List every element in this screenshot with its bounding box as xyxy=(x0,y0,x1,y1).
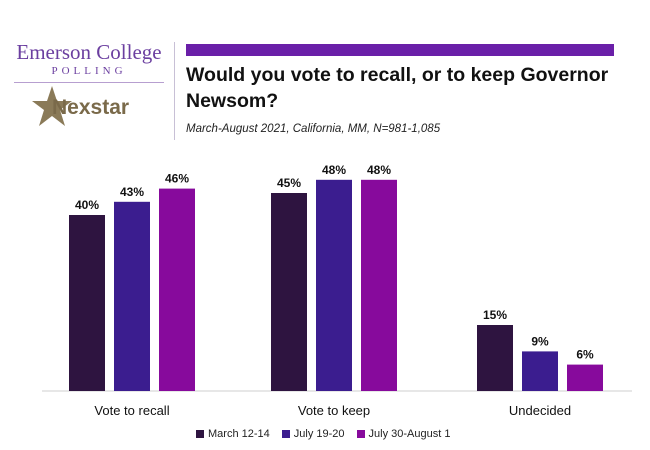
bar-0-2 xyxy=(159,188,195,391)
data-label-1-2: 48% xyxy=(367,163,391,177)
bar-2-0 xyxy=(477,325,513,391)
header-divider xyxy=(174,42,175,140)
legend-label-0: March 12-14 xyxy=(208,428,270,440)
data-label-0-2: 46% xyxy=(165,172,189,186)
chart-subtitle: March-August 2021, California, MM, N=981… xyxy=(186,123,441,135)
logo-divider xyxy=(14,82,164,83)
polling-wordmark: POLLING xyxy=(51,65,127,77)
category-label-1: Vote to keep xyxy=(298,403,370,418)
nexstar-wordmark: Nexstar xyxy=(52,96,130,119)
header-accent-bar xyxy=(186,44,614,56)
data-label-0-1: 43% xyxy=(120,185,144,199)
legend-item-1: July 19-20 xyxy=(281,428,345,440)
bar-1-1 xyxy=(316,179,352,391)
bar-1-2 xyxy=(361,179,397,391)
bar-0-0 xyxy=(69,215,105,391)
legend-label-1: July 19-20 xyxy=(293,428,345,440)
category-label-2: Undecided xyxy=(509,403,571,418)
bar-2-2 xyxy=(567,364,603,391)
emerson-college-wordmark: Emerson College xyxy=(16,40,162,64)
category-label-0: Vote to recall xyxy=(94,403,169,418)
legend-swatch-2 xyxy=(356,430,365,438)
nexstar-star-icon xyxy=(32,86,72,126)
bar-2-1 xyxy=(522,351,558,391)
data-label-2-2: 6% xyxy=(576,348,594,362)
chart-legend: March 12-14 July 19-20 July 30-August 1 xyxy=(196,428,450,440)
data-label-1-1: 48% xyxy=(322,163,346,177)
legend-swatch-1 xyxy=(281,430,290,438)
data-label-1-0: 45% xyxy=(277,176,301,190)
bar-1-0 xyxy=(271,193,307,391)
legend-swatch-0 xyxy=(196,430,204,438)
bar-0-1 xyxy=(114,201,150,391)
chart-title: Would you vote to recall, or to keep Gov… xyxy=(186,64,609,112)
legend-item-0: March 12-14 xyxy=(196,428,270,440)
data-label-0-0: 40% xyxy=(75,198,99,212)
legend-label-2: July 30-August 1 xyxy=(368,428,451,440)
data-label-2-1: 9% xyxy=(531,334,549,348)
data-label-2-0: 15% xyxy=(483,308,507,322)
legend-item-2: July 30-August 1 xyxy=(356,428,451,440)
